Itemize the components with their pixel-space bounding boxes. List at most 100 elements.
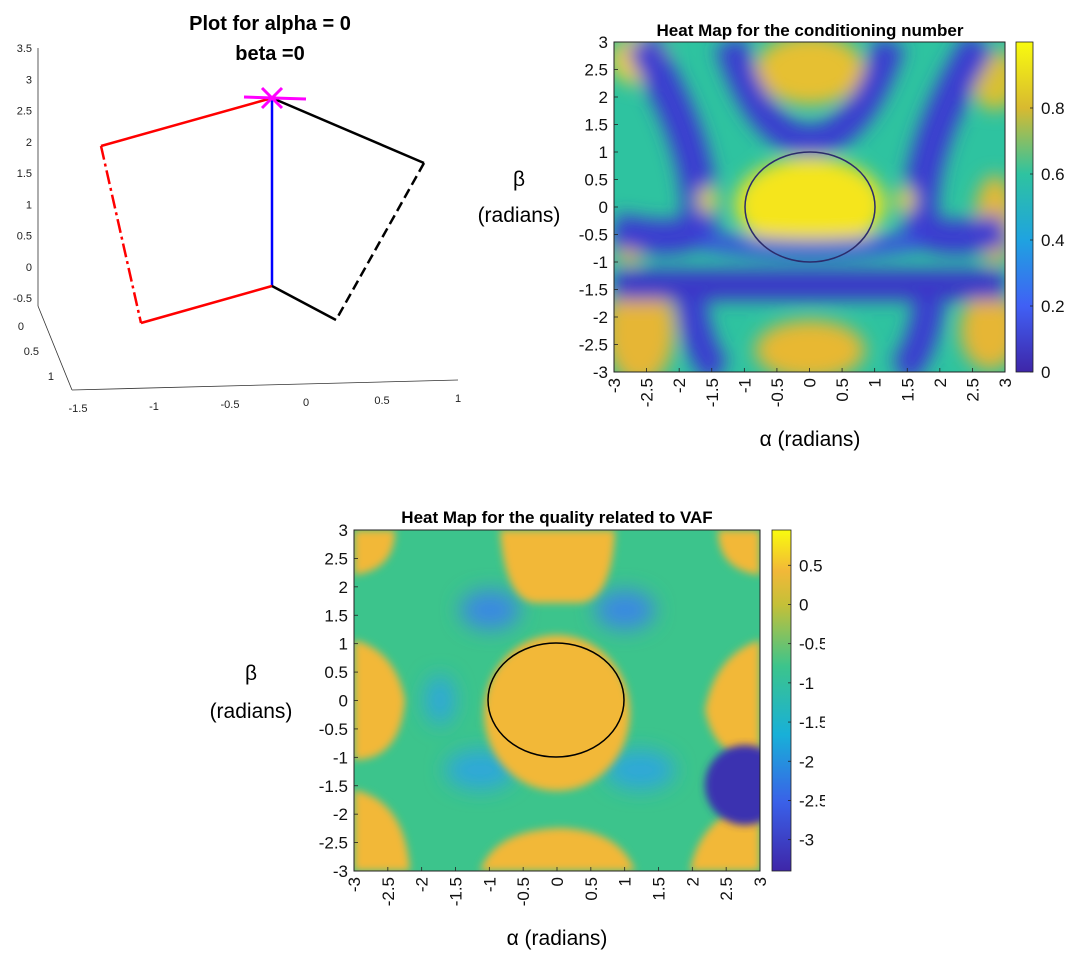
heatmap1-ylabel: β (radians) (478, 168, 561, 227)
z-tick-label: 1.5 (17, 168, 32, 180)
x-tick-label: 1.5 (650, 877, 669, 901)
y-tick-label: 1 (48, 371, 54, 383)
colorbar-tick-label: -3 (799, 831, 814, 850)
x-tick-label: -1 (735, 378, 754, 393)
x-tick-label: 0.5 (833, 378, 852, 402)
x-tick-label: -1.5 (447, 877, 466, 906)
y-tick-label: 3 (339, 521, 348, 540)
y-tick-label: -1.5 (579, 281, 608, 300)
y-tick-label: -2.5 (579, 336, 608, 355)
x-tick-label: -1.5 (69, 403, 88, 415)
y-tick-label: -3 (333, 862, 348, 881)
y-tick-label: 0.5 (324, 663, 348, 682)
y-tick-label: 2 (339, 578, 348, 597)
heatmap1-colorbar-ticks: 0.8 0.6 0.4 0.2 0 (1030, 99, 1065, 382)
colorbar-tick-label: -2.5 (799, 791, 825, 810)
y-tick-label: 1.5 (324, 606, 348, 625)
x-tick-label: -3 (345, 877, 364, 892)
z-tick-label: 1 (26, 199, 32, 211)
y-tick-label: 2.5 (584, 61, 608, 80)
heatmap2-title: Heat Map for the quality related to VAF (401, 508, 712, 527)
svg-text:(radians): (radians) (478, 204, 561, 227)
y-tick-label: -1.5 (319, 777, 348, 796)
y-tick-label: 0.5 (24, 346, 39, 358)
y-tick-label: 0 (599, 198, 608, 217)
plot3d-title: Plot for alpha = 0 (189, 13, 351, 35)
y-tick-label: 2 (599, 88, 608, 107)
right-lower-link (271, 284, 337, 322)
heatmap2-xlabel: α (radians) (507, 927, 608, 950)
left-distal-link (99, 145, 143, 324)
x-tick-label: 1.5 (898, 378, 917, 402)
top-marker (243, 86, 307, 110)
left-upper-link (100, 96, 273, 148)
y-tick-label: -0.5 (319, 720, 348, 739)
heatmap2-circle (487, 642, 625, 758)
x-tick-label: 0.5 (582, 877, 601, 901)
heatmap-vaf-panel: Heat Map for the quality related to VAF … (210, 508, 825, 950)
heatmap1-y-ticks: 3 2.5 2 1.5 1 0.5 0 -0.5 -1 -1.5 -2 -2.5 -3 (579, 33, 618, 382)
z-tick-label: 2 (26, 137, 32, 149)
y-tick-label: 0 (18, 321, 24, 333)
right-upper-link (271, 96, 425, 165)
y-tick-label: 0.5 (584, 171, 608, 190)
y-axis-line (37, 305, 73, 391)
x-tick-label: -0.5 (514, 877, 533, 906)
y-tick-label: -1 (593, 253, 608, 272)
svg-text:β: β (245, 662, 257, 685)
x-tick-label: -1 (480, 877, 499, 892)
y-tick-label: 1 (599, 143, 608, 162)
heatmap2-dark-spot (705, 745, 760, 825)
heatmap2-colorbar (771, 529, 792, 872)
colorbar-tick-label: 0 (1041, 363, 1050, 382)
x-tick-group: -1.5 -1 -0.5 0 0.5 1 (69, 393, 462, 415)
colorbar-tick-label: 0 (799, 595, 808, 614)
y-tick-label: -3 (593, 363, 608, 382)
y-tick-label: -1 (333, 748, 348, 767)
y-tick-label: 0 (339, 692, 348, 711)
heatmap1-circle (744, 151, 876, 263)
heatmap1-x-ticks: -3 -2.5 -2 -1.5 -1 -0.5 0 0.5 1 1.5 2 2.5 3 (605, 368, 1015, 407)
heatmap1-xlabel: α (radians) (760, 428, 861, 451)
x-tick-label: -3 (605, 378, 624, 393)
heatmap2-x-ticks: -3 -2.5 -2 -1.5 -1 -0.5 0 0.5 1 1.5 2 2.5 3 (345, 867, 770, 906)
colorbar-tick-label: -1 (799, 674, 814, 693)
heatmap2-colorbar-ticks: 0.5 0 -0.5 -1 -1.5 -2 -2.5 -3 (788, 556, 825, 850)
heatmap2-y-ticks: 3 2.5 2 1.5 1 0.5 0 -0.5 -1 -1.5 -2 -2.5 -3 (319, 521, 358, 881)
heatmap1-title: Heat Map for the conditioning number (657, 21, 964, 40)
robot-3d-plot: Plot for alpha = 0 beta =0 -0.500.511.52… (13, 13, 462, 415)
colorbar-tick-label: -1.5 (799, 713, 825, 732)
z-tick-label: 0.5 (17, 231, 32, 243)
y-tick-label: -2 (333, 805, 348, 824)
colorbar-tick-label: 0.6 (1041, 165, 1065, 184)
y-tick-label: -0.5 (579, 226, 608, 245)
x-tick-label: 1 (616, 877, 635, 886)
x-tick-label: -2 (413, 877, 432, 892)
x-tick-label: -1.5 (703, 378, 722, 407)
x-tick-label: 0 (303, 397, 309, 409)
right-distal-link (334, 162, 426, 321)
x-tick-label: -0.5 (221, 399, 240, 411)
x-tick-label: 1 (455, 393, 461, 405)
x-tick-label: 2.5 (717, 877, 736, 901)
z-tick-label: 0 (26, 262, 32, 274)
x-tick-label: 2 (683, 877, 702, 886)
z-tick-label: 3.5 (17, 43, 32, 55)
y-tick-group: 00.51 (18, 321, 54, 383)
x-axis-line (71, 379, 459, 391)
y-tick-label: 1 (339, 635, 348, 654)
y-tick-label: -2.5 (319, 834, 348, 853)
x-tick-label: -2.5 (379, 877, 398, 906)
x-tick-label: 2.5 (963, 378, 982, 402)
heatmap1-field (614, 42, 1005, 372)
colorbar-tick-label: 0.5 (799, 556, 823, 575)
y-tick-label: 1.5 (584, 116, 608, 135)
heatmap2-field (354, 530, 760, 871)
svg-text:β: β (513, 168, 525, 191)
x-tick-label: -2.5 (638, 378, 657, 407)
x-tick-label: 1 (866, 378, 885, 387)
x-tick-label: -1 (149, 401, 159, 413)
x-tick-label: 0 (801, 378, 820, 387)
left-lower-link (140, 284, 273, 325)
x-tick-label: 0 (548, 877, 567, 886)
